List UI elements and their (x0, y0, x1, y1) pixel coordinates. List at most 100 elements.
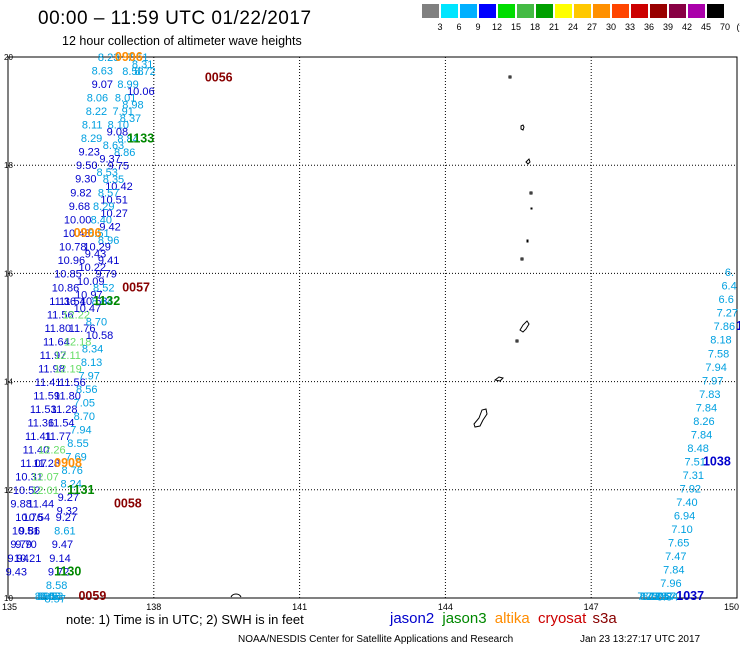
scale-swatch (707, 4, 724, 18)
swh-reading: 8.57 (98, 188, 119, 200)
scale-swatch (593, 4, 610, 18)
swh-reading: 12.11 (54, 350, 81, 362)
swh-reading: 8.12 (640, 591, 661, 603)
swh-reading: 7.97 (78, 370, 99, 382)
swh-reading: 11.41 (35, 377, 62, 389)
swh-reading: 9.14 (49, 553, 70, 565)
island-outline (230, 593, 242, 598)
island-outline (525, 158, 531, 165)
swh-reading: 7.51 (685, 456, 706, 468)
scale-label: 24 (567, 22, 578, 32)
swh-reading: 6.4 (721, 281, 736, 293)
swh-reading: 8.24 (60, 479, 81, 491)
swh-reading: 8.56 (76, 384, 97, 396)
swh-reading: 8.84 (117, 133, 138, 145)
footer-timestamp: Jan 23 13:27:17 UTC 2017 (580, 634, 701, 645)
swh-reading: 11.56 (59, 377, 86, 389)
swh-reading: 8.63 (103, 140, 124, 152)
swh-reading: 10.54 (23, 512, 51, 524)
grid-lines (8, 57, 737, 598)
legend-cryosat: cryosat (537, 610, 587, 627)
swh-reading: 9.47 (52, 539, 73, 551)
scale-label: 21 (548, 22, 559, 32)
swh-reading: 7.96 (660, 578, 681, 590)
swh-reading: 8.22 (86, 106, 107, 118)
swh-reading: 10.42 (105, 181, 133, 193)
swh-reading: 10.21 (14, 553, 42, 565)
swh-reading: 7.69 (65, 452, 86, 464)
scale-label: 30 (605, 22, 616, 32)
swh-reading: 6.94 (674, 511, 695, 523)
scale-label: 9 (475, 22, 481, 32)
swh-reading: 8.01 (115, 92, 136, 104)
y-tick-label: 20 (4, 53, 13, 62)
swh-reading: 7.47 (665, 551, 686, 563)
swh-reading: 8.84 (657, 592, 678, 604)
swh-reading: 9.79 (95, 269, 116, 281)
swh-reading: 6.6 (719, 294, 734, 306)
pass-time-label: 1 (736, 319, 740, 333)
swh-reading: 8.99 (117, 79, 138, 91)
swh-reading: 8.98 (122, 99, 143, 111)
legend-altika: altika (494, 610, 530, 627)
swh-reading: 9.79 (10, 539, 31, 551)
swh-reading: 11.53 (30, 404, 57, 416)
swh-reading: 11.40 (23, 445, 50, 457)
scale-swatch (650, 4, 667, 18)
scale-label: 39 (662, 22, 673, 32)
swh-reading: 8.70 (86, 316, 107, 328)
swh-reading: 8.45 (37, 591, 58, 603)
x-tick-label: 135 (2, 602, 17, 612)
y-tick-label: 18 (4, 161, 13, 170)
swh-reading: 7.75 (637, 591, 658, 603)
swh-reading: 12.01 (31, 485, 59, 497)
pass-time-label: 1037 (676, 589, 704, 603)
swh-reading: 10.29 (83, 242, 111, 254)
swh-reading: 7.06 (649, 591, 670, 603)
swh-reading: 11.54 (59, 296, 86, 308)
swh-reading: 10.52 (13, 485, 41, 497)
x-tick-label: 150 (724, 602, 739, 612)
swh-reading: 11.44 (27, 499, 54, 511)
swh-reading: 9.50 (76, 160, 97, 172)
swh-reading: 11.98 (38, 363, 65, 375)
scale-swatch (498, 4, 515, 18)
scale-label: 15 (510, 22, 521, 32)
pass-time-label: 1132 (93, 294, 120, 308)
swh-reading: 11.80 (44, 323, 71, 335)
swh-reading: 9.43 (6, 566, 27, 578)
legend-jason3: jason3 (442, 610, 487, 627)
island-outline (473, 408, 488, 428)
page-subtitle: 12 hour collection of altimeter wave hei… (62, 34, 302, 48)
swh-reading: 10.22 (78, 262, 106, 274)
swh-reading: 9.41 (98, 255, 119, 267)
scale-label: 12 (491, 22, 502, 32)
swh-reading: 10.31 (15, 472, 43, 484)
swh-reading: 11.97 (40, 350, 67, 362)
island-outline (530, 207, 533, 210)
map-frame (7, 56, 738, 599)
swh-reading: 8.61 (54, 526, 75, 538)
island-outline (493, 376, 504, 382)
scale-unit: (ft) (736, 22, 740, 32)
swh-reading: 8.52 (93, 282, 114, 294)
page-title: 00:00 – 11:59 UTC 01/22/2017 (38, 8, 312, 29)
swh-reading: 8.91 (35, 591, 56, 603)
swh-reading: 9.75 (108, 161, 129, 173)
swh-reading: 10.97 (75, 289, 103, 301)
swh-reading: 7.31 (683, 470, 704, 482)
footer-credit: NOAA/NESDIS Center for Satellite Applica… (238, 634, 514, 645)
axis-tick-labels: 135 138 141 144 147 150 20 18 16 14 12 10 (2, 53, 739, 612)
pass-time-label: 1133 (127, 131, 154, 145)
swh-reading: 7.91 (112, 106, 133, 118)
swh-reading: 10.27 (100, 208, 128, 220)
scale-swatch (517, 4, 534, 18)
pass-time-label: 0056 (205, 70, 233, 84)
swh-reading: 10.06 (127, 86, 155, 98)
scale-label: 18 (529, 22, 540, 32)
swh-reading: 7.05 (74, 397, 95, 409)
islands (230, 75, 533, 598)
swh-reading: 10.09 (77, 276, 105, 288)
swh-reading: 7.92 (680, 484, 701, 496)
swh-reading: 7.40 (676, 497, 697, 509)
